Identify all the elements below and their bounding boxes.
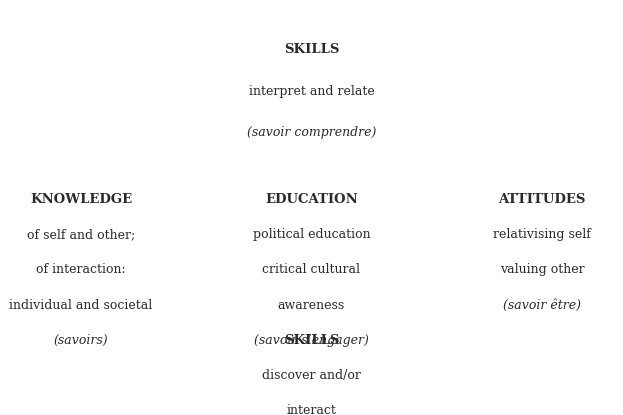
Text: EDUCATION: EDUCATION: [265, 193, 358, 206]
Text: SKILLS: SKILLS: [284, 43, 339, 56]
Text: awareness: awareness: [278, 298, 345, 312]
Text: of self and other;: of self and other;: [27, 228, 135, 241]
Text: (savoir comprendre): (savoir comprendre): [247, 126, 376, 139]
Text: interact: interact: [287, 404, 336, 415]
Text: individual and societal: individual and societal: [9, 298, 153, 312]
Text: of interaction:: of interaction:: [36, 263, 126, 276]
Text: (savoirs): (savoirs): [54, 334, 108, 347]
Text: political education: political education: [253, 228, 370, 241]
Text: interpret and relate: interpret and relate: [249, 85, 374, 98]
Text: relativising self: relativising self: [493, 228, 591, 241]
Text: valuing other: valuing other: [500, 263, 584, 276]
Text: KNOWLEDGE: KNOWLEDGE: [30, 193, 132, 206]
Text: (savoir être): (savoir être): [503, 298, 581, 312]
Text: (savoir s’engager): (savoir s’engager): [254, 334, 369, 347]
Text: critical cultural: critical cultural: [262, 263, 361, 276]
Text: discover and/or: discover and/or: [262, 369, 361, 382]
Text: SKILLS: SKILLS: [284, 334, 339, 347]
Text: ATTITUDES: ATTITUDES: [498, 193, 586, 206]
